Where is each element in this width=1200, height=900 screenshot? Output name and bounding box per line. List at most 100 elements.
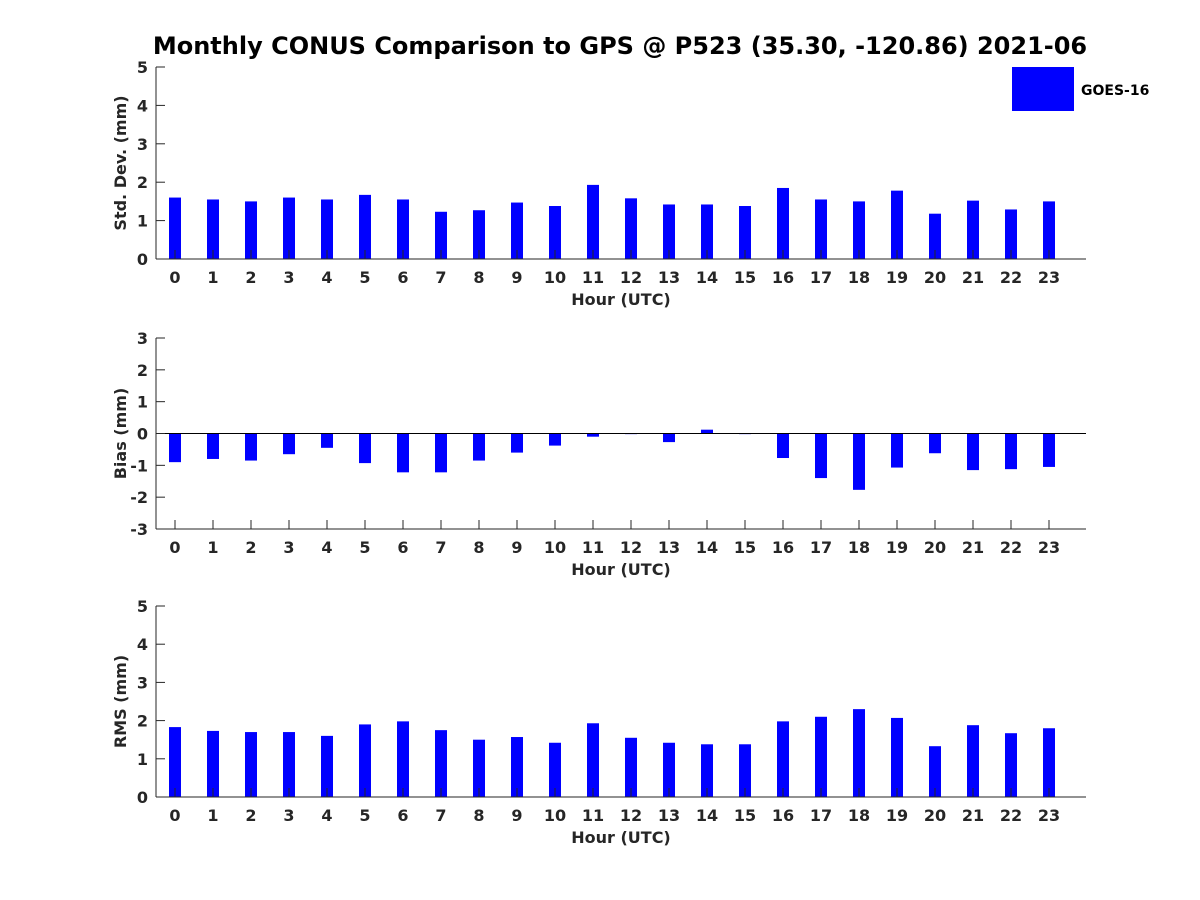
rms-bar-hour-17	[815, 716, 827, 797]
bias-x-axis-label: Hour (UTC)	[571, 560, 671, 579]
bias-y-tick-label: 0	[137, 425, 148, 444]
std-dev-x-tick-label: 5	[359, 268, 370, 287]
bias-x-tick-label: 18	[848, 538, 870, 557]
rms-bar-hour-3	[283, 732, 295, 797]
std-dev-x-tick-label: 18	[848, 268, 870, 287]
rms-bar-hour-0	[169, 727, 181, 797]
bias-bar-hour-18	[853, 433, 865, 490]
rms-bar-hour-15	[739, 744, 751, 797]
bias-bar-hour-17	[815, 433, 827, 479]
std-dev-x-tick-label: 1	[207, 268, 218, 287]
bias-bar-hour-16	[777, 433, 789, 459]
rms-bar-hour-7	[435, 730, 447, 797]
bias-x-tick-label: 0	[169, 538, 180, 557]
legend: GOES-16	[1012, 67, 1149, 111]
rms-bar-hour-5	[359, 724, 371, 797]
std-dev-x-tick-label: 0	[169, 268, 180, 287]
rms-x-tick-label: 21	[962, 806, 984, 825]
std-dev-bar-hour-10	[549, 206, 561, 259]
bias-bar-hour-4	[321, 433, 333, 448]
rms-x-tick-label: 22	[1000, 806, 1022, 825]
std-dev-bar-hour-2	[245, 201, 257, 259]
rms-y-tick-label: 5	[137, 597, 148, 616]
rms-bar-hour-22	[1005, 733, 1017, 797]
rms-bar-hour-13	[663, 742, 675, 797]
bias-x-tick-label: 16	[772, 538, 794, 557]
std-dev-y-tick-label: 4	[137, 96, 148, 115]
bias-y-tick-label: -1	[130, 456, 148, 475]
rms-x-tick-label: 11	[582, 806, 604, 825]
bias-bar-hour-23	[1043, 433, 1055, 467]
std-dev-bar-hour-0	[169, 197, 181, 259]
rms-x-tick-label: 7	[435, 806, 446, 825]
bias-bar-hour-1	[207, 433, 219, 459]
rms-bar-hour-6	[397, 721, 409, 797]
bias-x-tick-label: 22	[1000, 538, 1022, 557]
std-dev-x-tick-label: 14	[696, 268, 718, 287]
rms-bar-hour-8	[473, 739, 485, 797]
bias-y-tick-label: 3	[137, 329, 148, 348]
rms-x-tick-label: 2	[245, 806, 256, 825]
std-dev-x-tick-label: 12	[620, 268, 642, 287]
rms-x-tick-label: 5	[359, 806, 370, 825]
std-dev-x-tick-label: 22	[1000, 268, 1022, 287]
std-dev-bar-hour-11	[587, 184, 599, 259]
rms-x-tick-label: 14	[696, 806, 718, 825]
std-dev-x-tick-label: 7	[435, 268, 446, 287]
bias-x-tick-label: 12	[620, 538, 642, 557]
rms-bar-hour-16	[777, 721, 789, 797]
std-dev-bar-hour-13	[663, 204, 675, 259]
chart-title: Monthly CONUS Comparison to GPS @ P523 (…	[153, 32, 1087, 60]
std-dev-x-tick-label: 8	[473, 268, 484, 287]
std-dev-x-tick-label: 10	[544, 268, 566, 287]
rms-x-tick-label: 9	[511, 806, 522, 825]
std-dev-bar-hour-7	[435, 211, 447, 259]
rms-bar-hour-2	[245, 732, 257, 797]
std-dev-bar-hour-8	[473, 210, 485, 259]
bias-bar-hour-6	[397, 433, 409, 473]
std-dev-x-tick-label: 16	[772, 268, 794, 287]
rms-bar-hour-10	[549, 742, 561, 797]
bias-bar-hour-8	[473, 433, 485, 461]
bias-x-tick-label: 1	[207, 538, 218, 557]
std-dev-x-tick-label: 2	[245, 268, 256, 287]
std-dev-x-tick-label: 21	[962, 268, 984, 287]
rms-bar-hour-9	[511, 737, 523, 797]
std-dev-bar-hour-23	[1043, 201, 1055, 259]
std-dev-bar-hour-12	[625, 198, 637, 259]
bias-x-tick-label: 23	[1038, 538, 1060, 557]
bias-y-tick-label: 1	[137, 393, 148, 412]
rms-y-tick-label: 2	[137, 712, 148, 731]
bias-y-axis-label: Bias (mm)	[111, 388, 130, 480]
std-dev-bar-hour-15	[739, 206, 751, 259]
std-dev-bar-hour-6	[397, 199, 409, 259]
std-dev-bar-hour-1	[207, 199, 219, 259]
std-dev-bar-hour-22	[1005, 209, 1017, 259]
std-dev-y-tick-label: 0	[137, 250, 148, 269]
rms-x-tick-label: 1	[207, 806, 218, 825]
bias-bar-hour-19	[891, 433, 903, 468]
rms-y-tick-label: 0	[137, 788, 148, 807]
bias-bar-hour-20	[929, 433, 941, 454]
rms-x-tick-label: 19	[886, 806, 908, 825]
rms-bar-hour-18	[853, 709, 865, 797]
bias-x-tick-label: 5	[359, 538, 370, 557]
std-dev-x-axis-label: Hour (UTC)	[571, 290, 671, 309]
rms-x-tick-label: 4	[321, 806, 332, 825]
bias-y-tick-label: 2	[137, 361, 148, 380]
bias-bar-hour-2	[245, 433, 257, 461]
std-dev-x-tick-label: 17	[810, 268, 832, 287]
std-dev-y-tick-label: 2	[137, 173, 148, 192]
rms-bar-hour-11	[587, 723, 599, 797]
bias-bar-hour-7	[435, 433, 447, 473]
rms-bar-hour-1	[207, 730, 219, 797]
bias-bar-hour-14	[701, 429, 713, 434]
bias-x-tick-label: 21	[962, 538, 984, 557]
rms-bar-hour-4	[321, 735, 333, 797]
bias-bar-hour-22	[1005, 433, 1017, 470]
rms-y-tick-label: 3	[137, 673, 148, 692]
bias-x-tick-label: 14	[696, 538, 718, 557]
bias-x-tick-label: 2	[245, 538, 256, 557]
